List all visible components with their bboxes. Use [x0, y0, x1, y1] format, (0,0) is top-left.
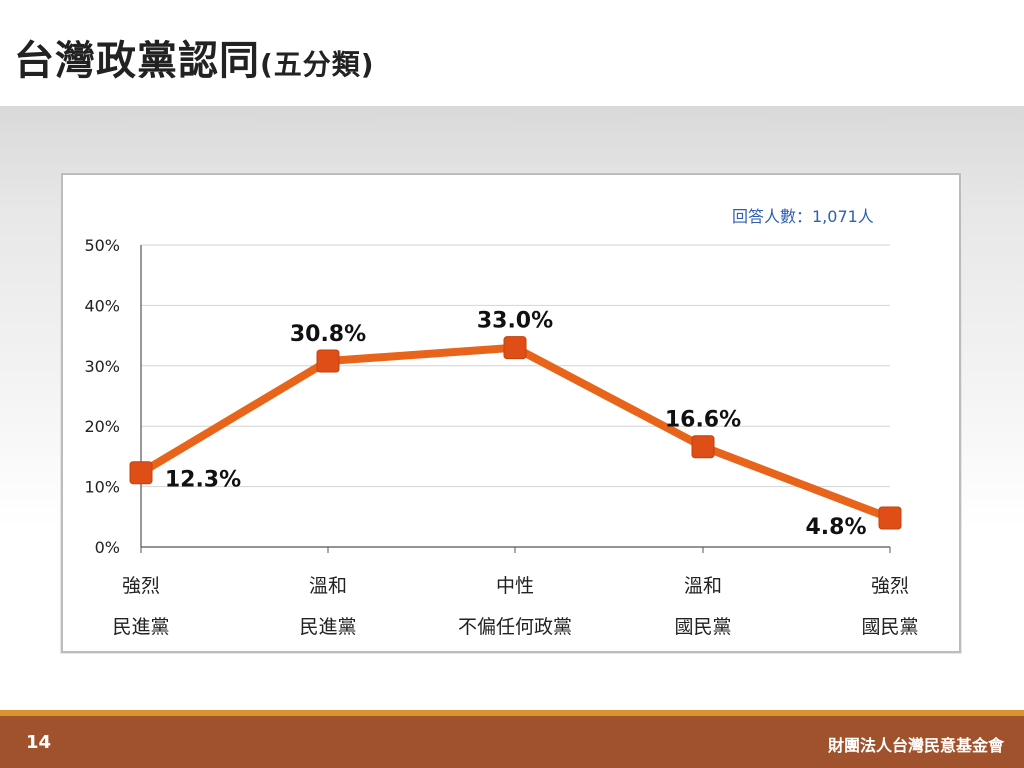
title-suffix: (五分類): [260, 48, 375, 81]
x-tick-label: 民進黨: [112, 616, 169, 638]
x-tick-label: 中性: [496, 575, 534, 597]
y-tick-label: 20%: [84, 417, 120, 436]
title-bar: 台灣政黨認同(五分類): [0, 0, 1024, 106]
series-line: [137, 343, 894, 523]
data-point-marker: [878, 506, 902, 530]
data-label: 33.0%: [477, 309, 553, 334]
y-tick-label: 30%: [84, 357, 120, 376]
x-tick-label: 強烈: [871, 575, 909, 597]
y-tick-label: 50%: [84, 236, 120, 255]
y-tick-label: 40%: [84, 296, 120, 315]
y-tick-label: 10%: [84, 478, 120, 497]
page-number: 14: [26, 732, 52, 753]
data-point-marker: [316, 349, 340, 373]
data-point-marker: [503, 336, 527, 360]
page-title: 台灣政黨認同(五分類): [14, 28, 375, 86]
chart-frame: [61, 173, 961, 653]
x-tick-label: 強烈: [122, 575, 160, 597]
title-main: 台灣政黨認同: [14, 38, 260, 84]
x-tick-label: 不偏任何政黨: [458, 616, 572, 638]
data-label: 4.8%: [805, 515, 866, 540]
respondent-count: 回答人數：1,071人: [732, 207, 874, 226]
data-point-marker: [691, 435, 715, 459]
x-tick-label: 民進黨: [299, 616, 356, 638]
data-point-marker: [129, 461, 153, 485]
x-tick-label: 國民黨: [674, 616, 731, 638]
x-tick-label: 溫和: [684, 575, 722, 597]
footer-accent-line: [0, 710, 1024, 716]
data-label: 16.6%: [665, 408, 741, 433]
x-tick-label: 國民黨: [861, 616, 918, 638]
y-tick-label: 0%: [95, 538, 120, 557]
footer: 14 財團法人台灣民意基金會: [0, 716, 1024, 768]
organization-name: 財團法人台灣民意基金會: [827, 736, 1004, 755]
data-label: 30.8%: [290, 322, 366, 347]
x-tick-label: 溫和: [309, 575, 347, 597]
data-label: 12.3%: [165, 468, 241, 493]
